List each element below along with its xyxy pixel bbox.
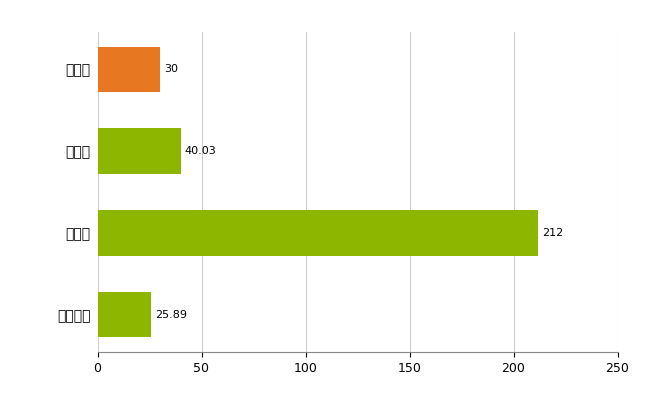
Bar — [98, 128, 181, 174]
Text: 30: 30 — [164, 64, 178, 74]
Text: 212: 212 — [543, 228, 564, 238]
Text: 25.89: 25.89 — [155, 310, 187, 320]
Text: 40.03: 40.03 — [185, 146, 216, 156]
Bar — [98, 292, 151, 338]
Bar — [98, 210, 538, 256]
Bar — [98, 46, 160, 92]
